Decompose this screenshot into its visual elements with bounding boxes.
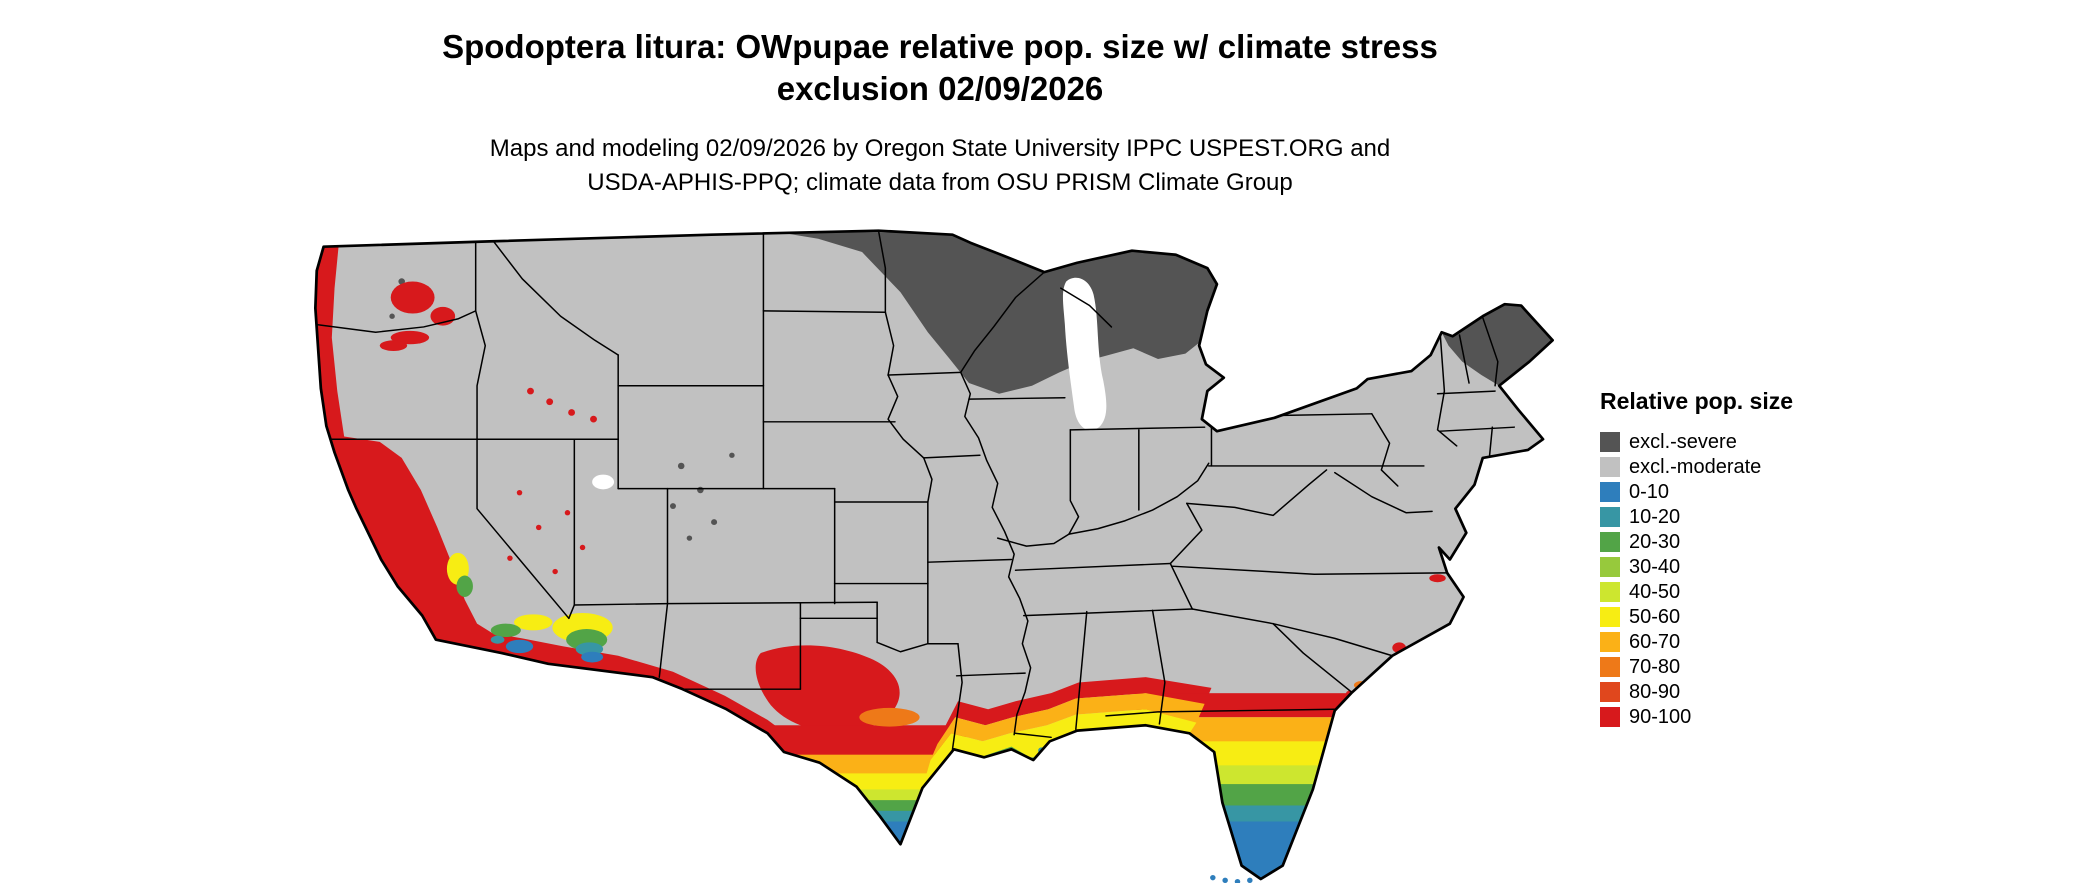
legend-swatch: [1600, 481, 1620, 502]
legend-swatch: [1600, 681, 1620, 702]
map-title-line2: exclusion 02/09/2026: [776, 70, 1104, 107]
legend-item-excl-severe: excl.-severe: [1600, 429, 1900, 454]
map-region-excl-severe-adirondacks: [1392, 340, 1426, 365]
legend-label: 60-70: [1629, 630, 1681, 653]
legend-label: 10-20: [1629, 505, 1681, 528]
lake-michigan: [1062, 277, 1107, 431]
state-borders: [315, 230, 1516, 751]
legend-item-30-40: 30-40: [1600, 554, 1900, 579]
legend-title: Relative pop. size: [1600, 388, 1794, 414]
figure-header: Spodoptera litura: OWpupae relative pop.…: [0, 26, 1880, 200]
legend-label: 30-40: [1629, 555, 1681, 578]
legend-swatch: [1600, 581, 1620, 602]
legend-swatch: [1600, 556, 1620, 577]
legend-label: 90-100: [1629, 705, 1692, 728]
legend-item-50-60: 50-60: [1600, 604, 1900, 629]
legend-item-40-50: 40-50: [1600, 579, 1900, 604]
legend-label: excl.-severe: [1629, 430, 1737, 453]
legend-label: 50-60: [1629, 605, 1681, 628]
legend-label: 40-50: [1629, 580, 1681, 603]
legend-label: 80-90: [1629, 680, 1681, 703]
legend-item-excl-moderate: excl.-moderate: [1600, 454, 1900, 479]
florida-keys-dots: [1210, 874, 1253, 883]
legend-swatch: [1600, 606, 1620, 627]
legend-item-20-30: 20-30: [1600, 529, 1900, 554]
legend-item-80-90: 80-90: [1600, 679, 1900, 704]
us-choropleth-map: [314, 228, 1554, 883]
legend-item-10-20: 10-20: [1600, 504, 1900, 529]
legend-label: 20-30: [1629, 530, 1681, 553]
map-subtitle-line2: USDA-APHIS-PPQ; climate data from OSU PR…: [587, 169, 1293, 196]
legend-item-0-10: 0-10: [1600, 479, 1900, 504]
legend-swatch: [1600, 431, 1620, 452]
map-region-red-west-coast-southwest: [315, 245, 820, 763]
legend: Relative pop. size excl.-severe excl.-mo…: [1600, 388, 1900, 729]
legend-swatch: [1600, 631, 1620, 652]
legend-label: excl.-moderate: [1629, 455, 1762, 478]
legend-swatch: [1600, 531, 1620, 552]
legend-swatch: [1600, 506, 1620, 527]
legend-swatch: [1600, 456, 1620, 477]
legend-swatch: [1600, 706, 1620, 727]
legend-label: 0-10: [1629, 480, 1670, 503]
legend-items: excl.-severe excl.-moderate 0-10 10-20 2…: [1600, 429, 1900, 729]
map-subtitle: Maps and modeling 02/09/2026 by Oregon S…: [0, 132, 1880, 200]
legend-item-70-80: 70-80: [1600, 654, 1900, 679]
map-region-red-central-texas: [755, 645, 900, 733]
map-region-red-gulf-band: [937, 677, 1212, 744]
map-fill-layers: [315, 230, 1553, 879]
legend-label: 70-80: [1629, 655, 1681, 678]
legend-item-60-70: 60-70: [1600, 629, 1900, 654]
legend-item-90-100: 90-100: [1600, 704, 1900, 729]
map-region-excl-severe-midwest: [768, 230, 1217, 394]
map-subtitle-line1: Maps and modeling 02/09/2026 by Oregon S…: [489, 135, 1391, 162]
map-region-excl-severe-new-england: [1441, 304, 1553, 386]
map-region-red-south-texas-band: [763, 725, 967, 758]
map-title-line1: Spodoptera litura: OWpupae relative pop.…: [442, 28, 1438, 65]
us-national-outline: [314, 229, 1554, 881]
legend-swatch: [1600, 656, 1620, 677]
us-map-svg: [314, 229, 1554, 883]
great-salt-lake: [592, 474, 615, 490]
map-title: Spodoptera litura: OWpupae relative pop.…: [0, 26, 1880, 110]
